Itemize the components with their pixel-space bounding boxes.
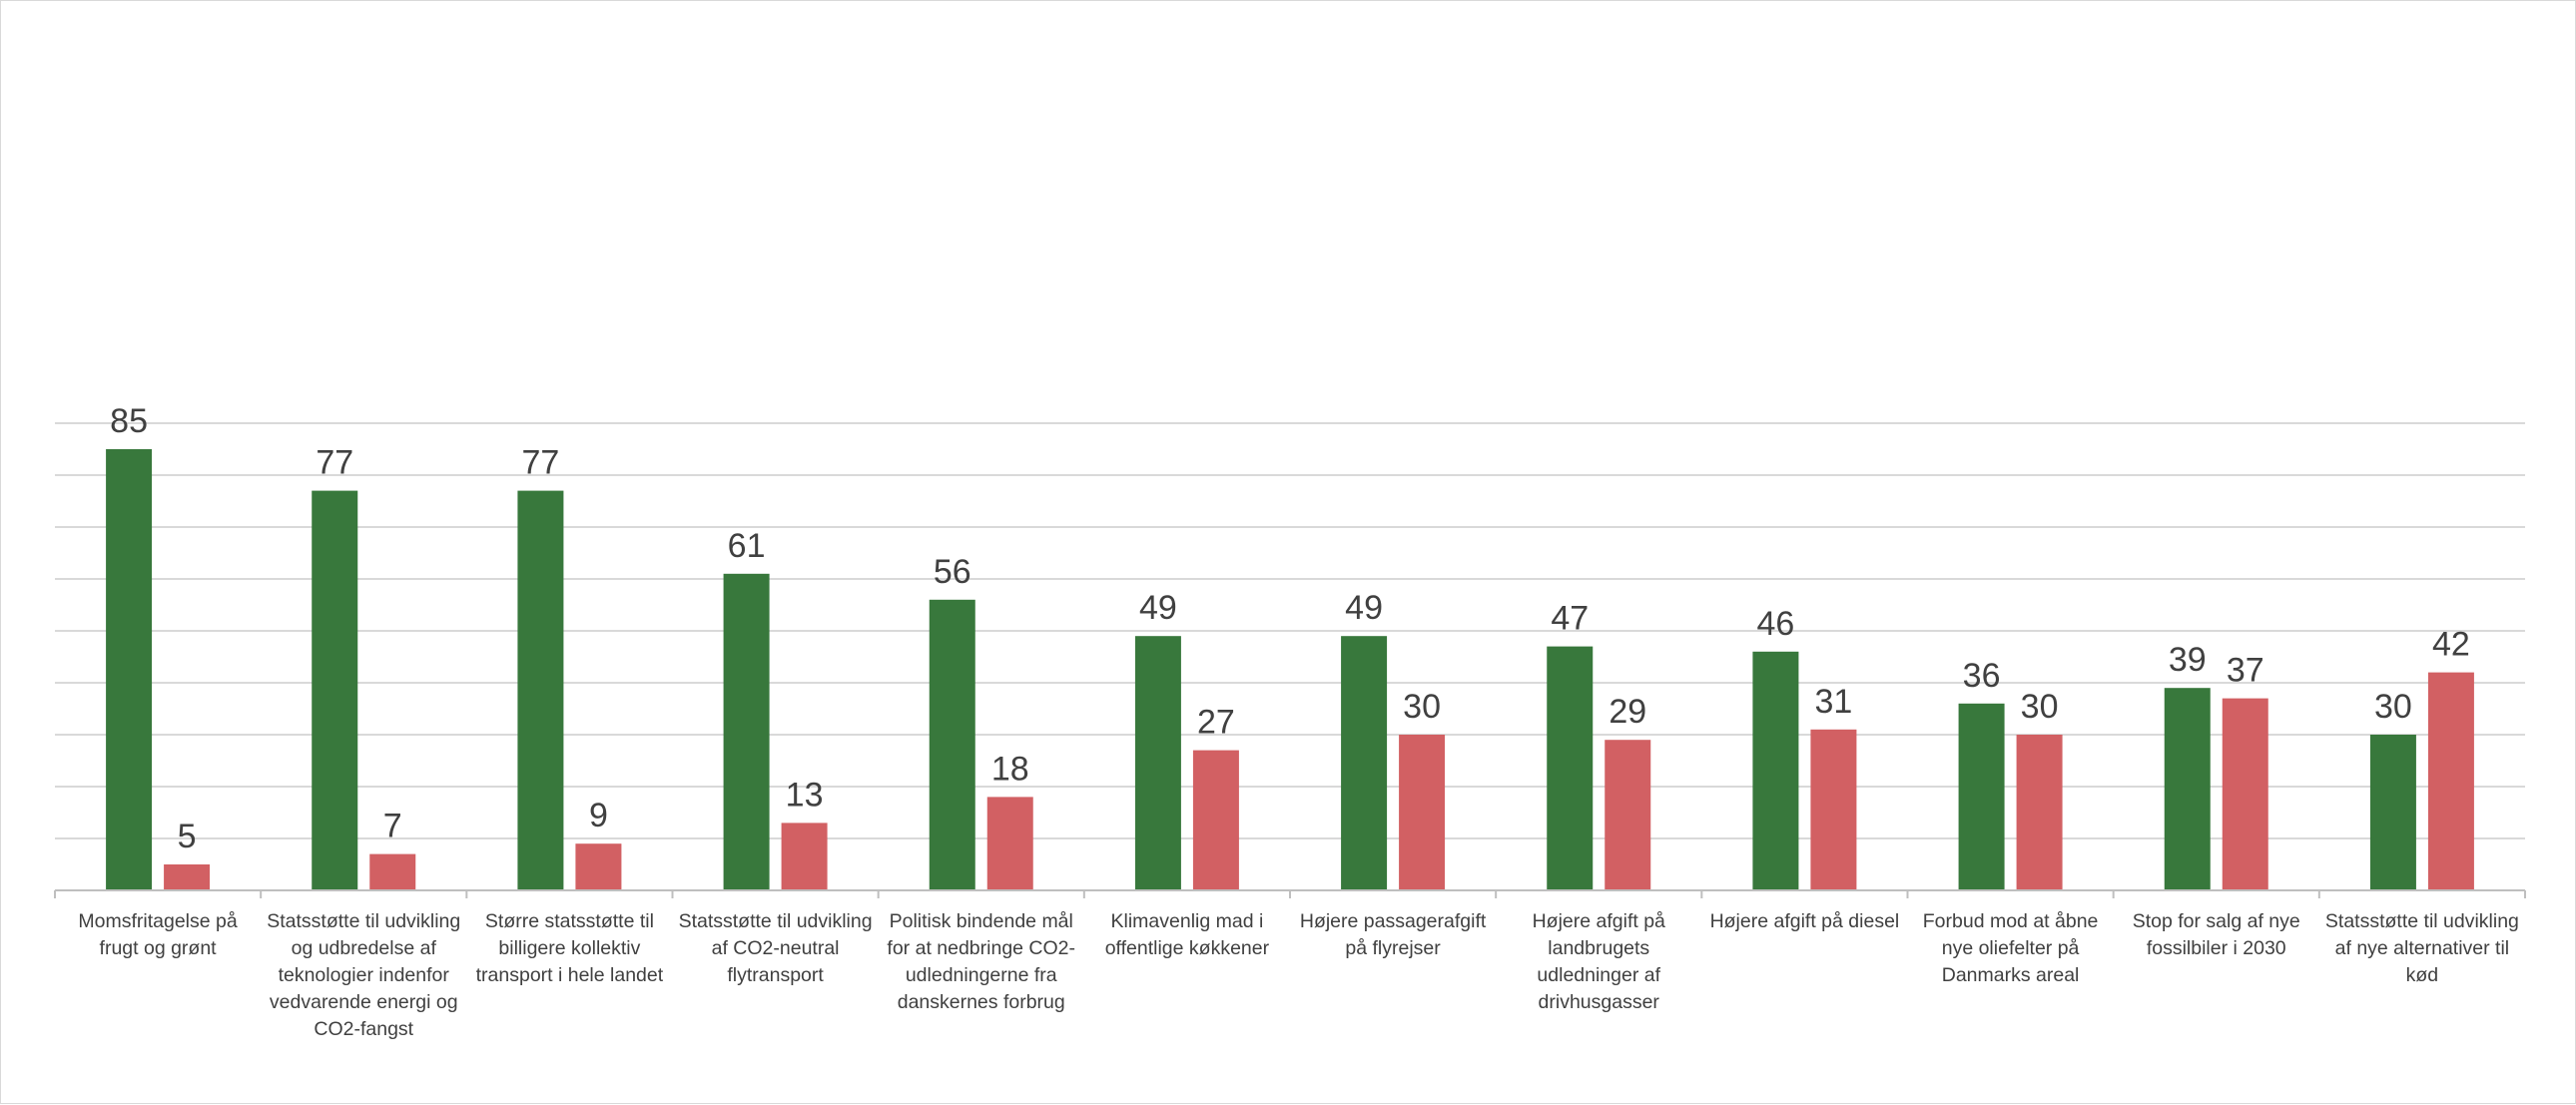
bar-series-1-1	[106, 449, 153, 890]
data-label-series-2-10: 30	[2021, 688, 2059, 726]
bar-series-2-10	[2016, 735, 2063, 890]
category-label-3: Større statsstøtte til billigere kollekt…	[475, 910, 664, 986]
category-label-11: Stop for salg af nye fossilbiler i 2030	[2132, 910, 2300, 959]
bar-series-1-8	[1547, 646, 1594, 890]
bar-series-2-2	[369, 853, 416, 890]
category-label-10: Forbud mod at åbne nye oliefelter på Dan…	[1922, 910, 2099, 986]
gridlines	[54, 422, 2526, 898]
bar-series-1-6	[1134, 636, 1181, 890]
bar-series-1-9	[1752, 651, 1799, 890]
bar-series-1-5	[929, 599, 975, 890]
data-label-series-2-11: 37	[2227, 652, 2264, 690]
bar-series-1-4	[723, 573, 770, 890]
data-label-series-2-5: 18	[991, 750, 1029, 788]
data-label-series-2-7: 30	[1403, 688, 1441, 726]
bar-series-2-4	[781, 823, 828, 890]
bar-series-2-9	[1810, 729, 1857, 890]
category-label-4: Statsstøtte til udvikling af CO2-neutral…	[678, 910, 873, 986]
category-label-9: Højere afgift på diesel	[1709, 910, 1900, 932]
category-label-7: Højere passagerafgift på flyrejser	[1299, 910, 1487, 959]
data-label-series-1-10: 36	[1963, 657, 2001, 695]
data-label-series-1-6: 49	[1139, 589, 1177, 627]
bar-series-2-12	[2427, 672, 2474, 890]
bar-series-1-3	[517, 490, 564, 890]
data-label-series-1-11: 39	[2169, 641, 2207, 679]
category-label-8: Højere afgift på landbrugets udledninger…	[1532, 910, 1665, 1013]
category-label-1: Momsfritagelse på frugt og grønt	[78, 910, 238, 959]
data-label-series-2-2: 7	[383, 808, 402, 845]
data-label-series-2-8: 29	[1609, 693, 1646, 731]
data-label-series-2-4: 13	[786, 776, 824, 814]
bar-series-1-11	[2164, 688, 2211, 890]
bar-series-2-6	[1192, 750, 1239, 890]
category-label-6: Klimavenlig mad i offentlige køkkener	[1104, 910, 1270, 959]
bar-series-2-3	[575, 843, 622, 890]
data-label-series-2-3: 9	[589, 797, 608, 834]
data-label-series-1-5: 56	[934, 553, 971, 591]
bar-series-2-5	[986, 797, 1033, 890]
bar-series-1-7	[1341, 636, 1388, 890]
data-label-series-1-3: 77	[522, 444, 560, 482]
data-label-series-1-7: 49	[1345, 589, 1383, 627]
data-label-series-2-6: 27	[1197, 704, 1235, 742]
bar-series-2-8	[1605, 740, 1651, 890]
bar-series-2-7	[1399, 735, 1446, 890]
data-label-series-1-4: 61	[728, 527, 766, 565]
category-label-5: Politisk bindende mål for at nedbringe C…	[887, 910, 1076, 1013]
data-label-series-1-8: 47	[1551, 600, 1589, 638]
data-label-series-1-2: 77	[316, 444, 353, 482]
data-label-series-1-1: 85	[110, 402, 148, 440]
data-label-series-1-12: 30	[2374, 688, 2412, 726]
bar-series-2-11	[2222, 698, 2268, 890]
bar-series-2-1	[164, 864, 211, 890]
bar-series-1-12	[2369, 735, 2416, 890]
data-label-series-1-9: 46	[1757, 605, 1795, 643]
category-label-12: Statsstøtte til udvikling af nye alterna…	[2324, 910, 2519, 986]
bars	[106, 449, 2474, 890]
data-label-series-2-1: 5	[178, 818, 197, 855]
data-label-series-2-9: 31	[1815, 683, 1853, 721]
category-label-2: Statsstøtte til udvikling og udbredelse …	[267, 910, 461, 1040]
bar-series-1-10	[1958, 703, 2005, 890]
bar-series-1-2	[312, 490, 358, 890]
data-label-series-2-12: 42	[2432, 626, 2470, 664]
